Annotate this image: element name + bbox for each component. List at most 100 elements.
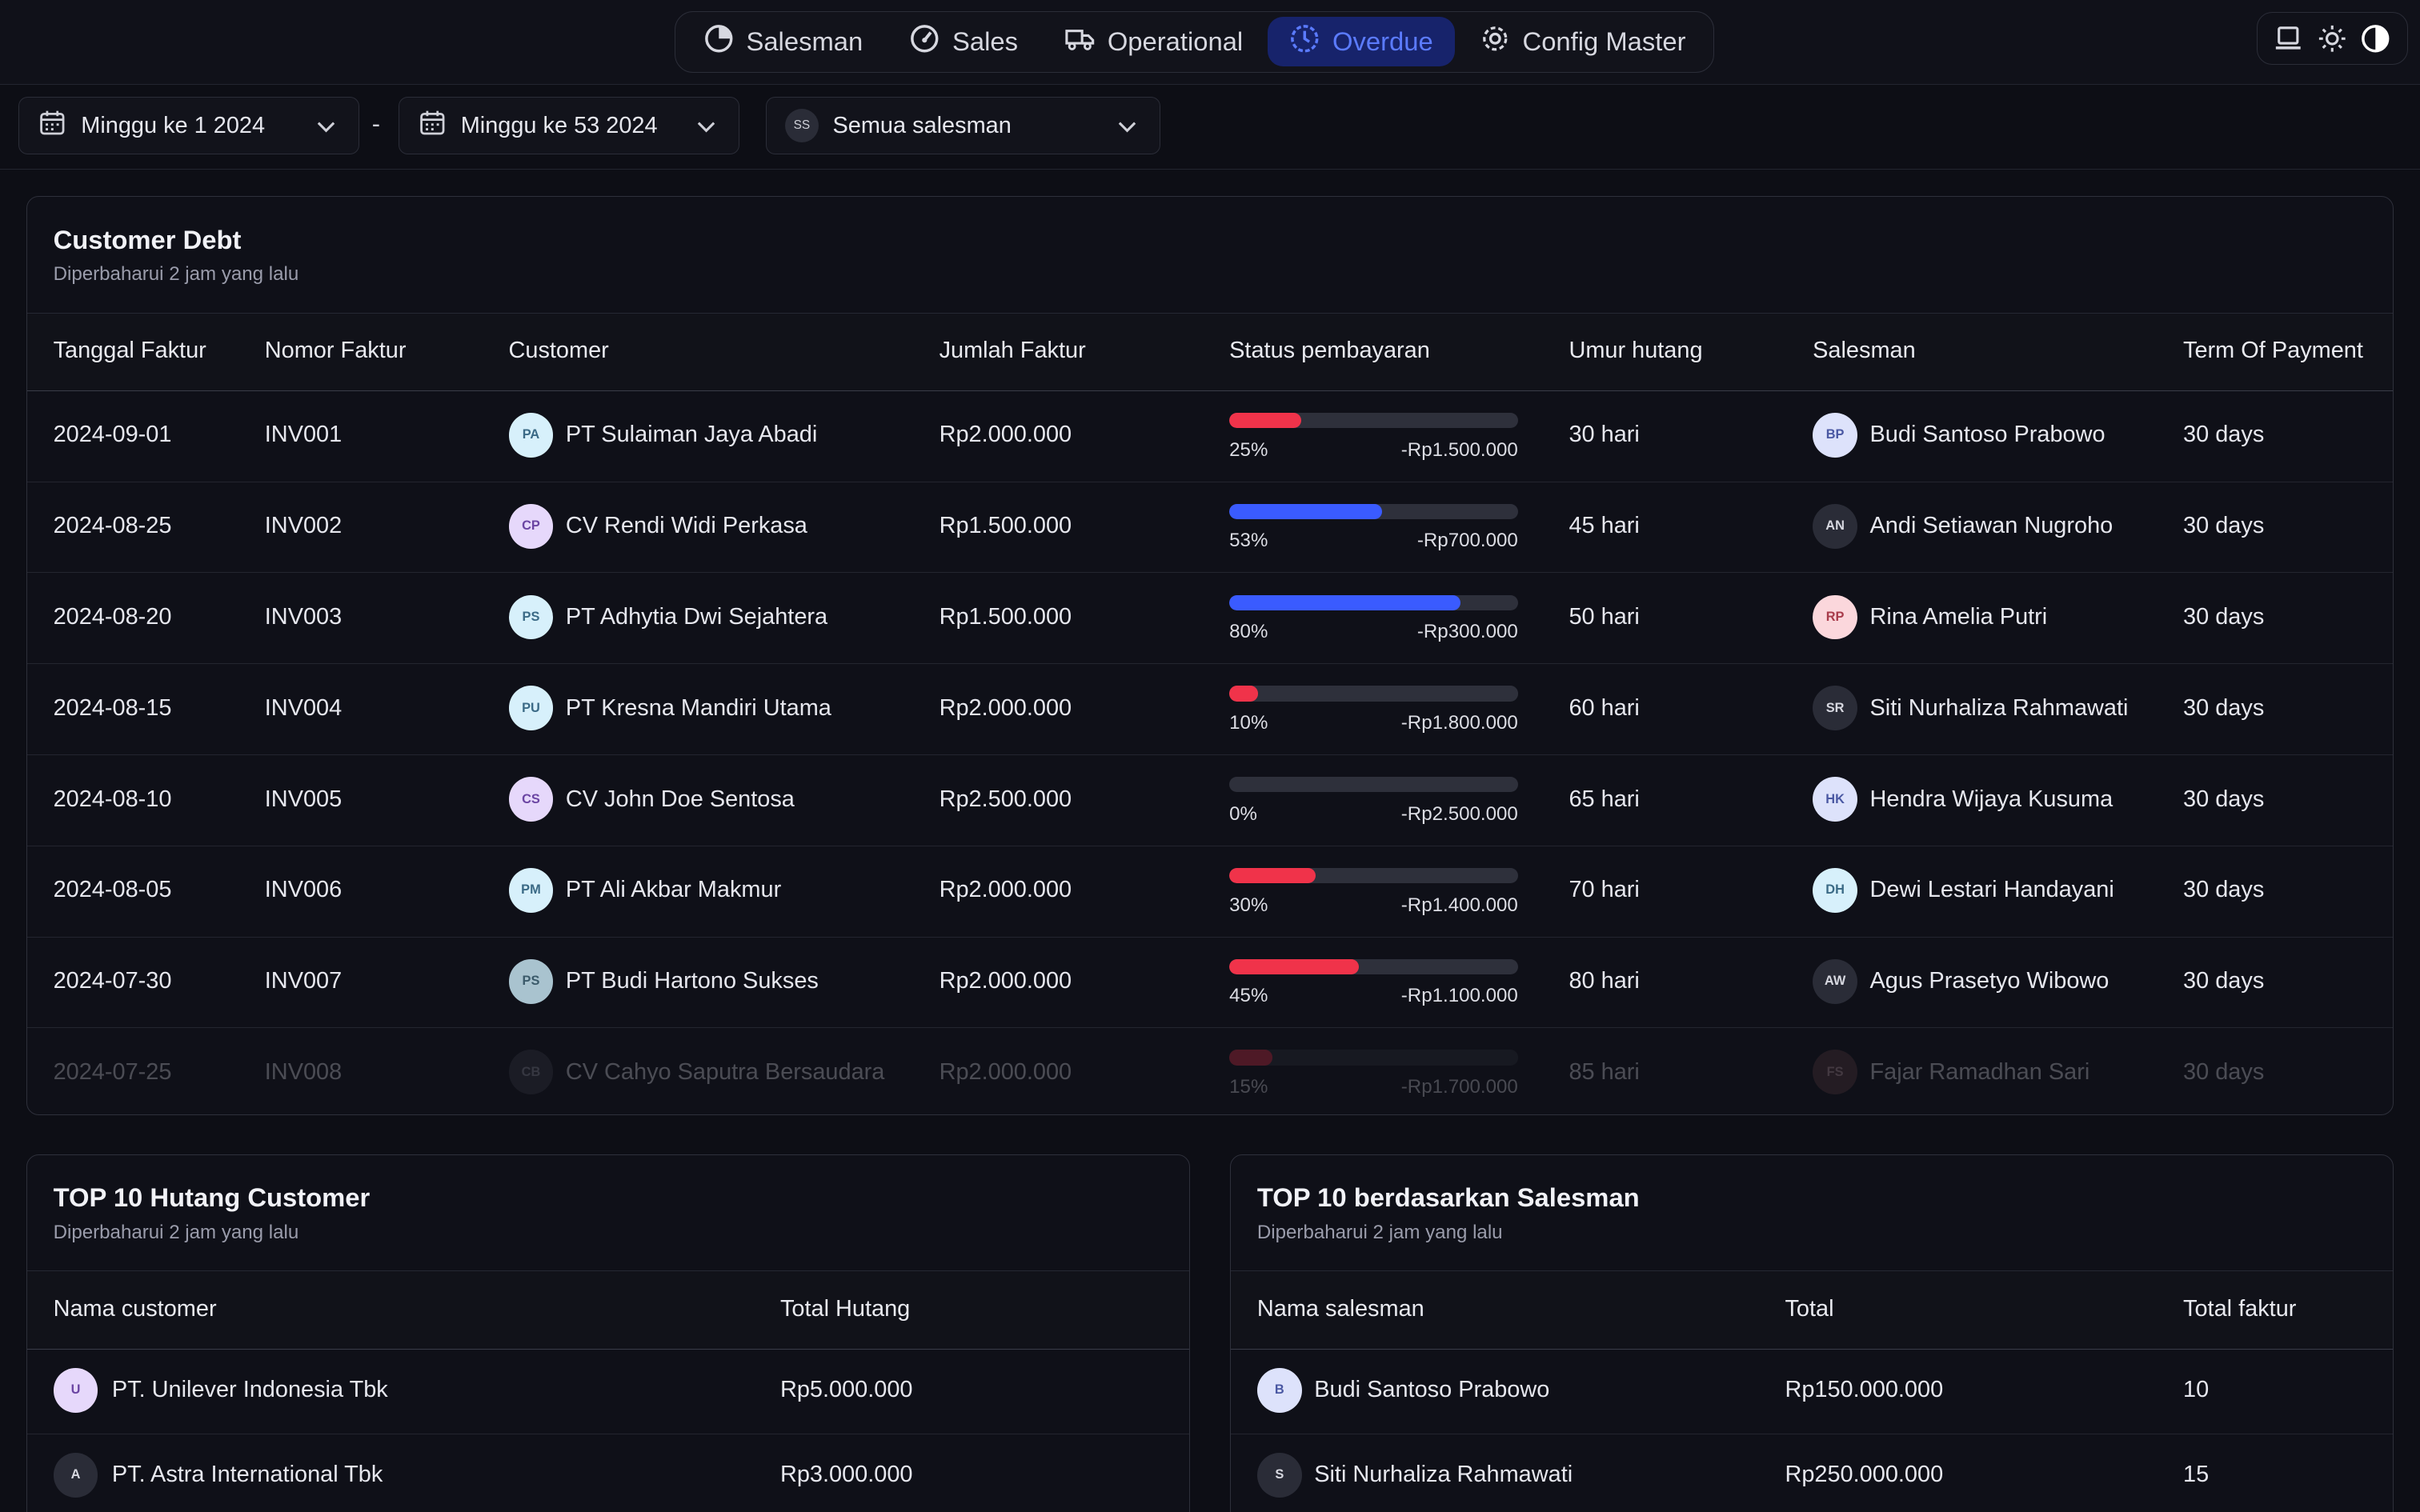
payment-progress-bar — [1229, 958, 1518, 974]
table-header: Nama customer Total Hutang — [26, 1270, 1189, 1350]
payment-term: 30 days — [2183, 786, 2265, 812]
customer-name[interactable]: PT Sulaiman Jaya Abadi — [565, 422, 818, 448]
chevron-down-icon — [695, 115, 717, 143]
nav-overdue[interactable]: Overdue — [1268, 17, 1455, 66]
salesman-name[interactable]: Agus Prasetyo Wibowo — [1869, 968, 2109, 994]
invoice-amount: Rp2.500.000 — [939, 786, 1072, 812]
remaining-amount: -Rp700.000 — [1416, 530, 1518, 552]
customer-name[interactable]: PT Kresna Mandiri Utama — [565, 694, 831, 721]
customer-name[interactable]: PT. Unilever Indonesia Tbk — [111, 1377, 388, 1403]
payment-progress-bar — [1229, 1050, 1518, 1066]
customer-avatar: PU — [508, 686, 554, 731]
table-row[interactable]: 2024-08-15 INV004 PU PT Kresna Mandiri Utam… — [26, 664, 2394, 756]
table-header: Tanggal Faktur Nomor Faktur Customer Jum… — [26, 312, 2394, 391]
table-row[interactable]: 2024-09-01 INV001 PA PT Sulaiman Jaya Abadi… — [26, 391, 2394, 482]
table-row[interactable]: 2024-08-25 INV002 CP CV Rendi Widi Perkasa R… — [26, 482, 2394, 574]
salesman-name[interactable]: Siti Nurhaliza Rahmawati — [1869, 694, 2129, 721]
table-row[interactable]: 2024-07-30 INV007 PS PT Budi Hartono Sukses… — [26, 938, 2394, 1029]
customer-avatar: CS — [508, 777, 554, 822]
customer-name[interactable]: PT. Astra International Tbk — [111, 1462, 383, 1488]
salesman-name[interactable]: Fajar Ramadhan Sari — [1869, 1058, 2090, 1085]
nav-sales[interactable]: Sales — [887, 17, 1040, 66]
customer-avatar: CB — [508, 1050, 554, 1095]
invoice-number: INV002 — [264, 513, 343, 539]
card-updated: Diperbaharui 2 jam yang lalu — [1256, 1221, 1503, 1243]
invoice-amount: Rp1.500.000 — [939, 513, 1072, 539]
salesman-name[interactable]: Rina Amelia Putri — [1869, 604, 2048, 630]
table-row[interactable]: B Budi Santoso Prabowo Rp150.000.000 10 — [1231, 1350, 2394, 1434]
invoice-date: 2024-09-01 — [53, 422, 172, 448]
top-salesman-card: TOP 10 berdasarkan Salesman Diperbaharui… — [1230, 1154, 2394, 1512]
nav-salesman[interactable]: Salesman — [682, 17, 885, 66]
salesman-name[interactable]: Hendra Wijaya Kusuma — [1869, 786, 2113, 812]
nav-operational[interactable]: Operational — [1043, 17, 1264, 66]
card-updated: Diperbaharui 2 jam yang lalu — [53, 262, 299, 285]
customer-avatar: PM — [508, 867, 554, 913]
nav-config-master-label: Config Master — [1522, 26, 1686, 57]
col-header[interactable]: Nama salesman — [1256, 1296, 1424, 1322]
col-header[interactable]: Salesman — [1813, 338, 1916, 364]
customer-name[interactable]: CV Rendi Widi Perkasa — [565, 513, 807, 539]
main-nav: Salesman Sales Operational Overdue Confi… — [674, 10, 1715, 73]
customer-name[interactable]: CV John Doe Sentosa — [565, 786, 795, 812]
salesman-name[interactable]: Budi Santoso Prabowo — [1314, 1377, 1550, 1403]
payment-progress-fill — [1229, 1050, 1273, 1066]
remaining-amount: -Rp1.700.000 — [1400, 1076, 1518, 1098]
table-row[interactable]: U PT. Unilever Indonesia Tbk Rp5.000.000 — [26, 1350, 1189, 1434]
invoice-number: INV004 — [264, 694, 343, 721]
contrast-icon[interactable] — [2360, 23, 2391, 54]
gear-icon — [1480, 23, 1511, 61]
pie-chart-icon — [703, 23, 735, 61]
payment-progress-fill — [1229, 594, 1460, 610]
table-row[interactable]: 2024-08-20 INV003 PS PT Adhytia Dwi Sejahte… — [26, 574, 2394, 665]
week-start-select[interactable]: Minggu ke 1 2024 — [18, 97, 360, 154]
payment-progress-fill — [1229, 686, 1259, 702]
filter-bar: Minggu ke 1 2024 - Minggu ke 53 2024 SS … — [0, 85, 2420, 170]
table-row[interactable]: S Siti Nurhaliza Rahmawati Rp250.000.000 15 — [1231, 1434, 2393, 1512]
col-header[interactable]: Umur hutang — [1569, 338, 1703, 364]
payment-progress-fill — [1229, 412, 1302, 429]
table-row[interactable]: A PT. Astra International Tbk Rp3.000.000 — [27, 1434, 1189, 1512]
salesman-select[interactable]: SS Semua salesman — [765, 97, 1161, 154]
card-title: TOP 10 Hutang Customer — [53, 1182, 371, 1213]
col-header[interactable]: Tanggal Faktur — [53, 338, 206, 364]
salesman-name[interactable]: Siti Nurhaliza Rahmawati — [1314, 1462, 1573, 1488]
col-header[interactable]: Jumlah Faktur — [939, 338, 1086, 364]
customer-total-debt: Rp3.000.000 — [779, 1462, 913, 1488]
sun-icon[interactable] — [2317, 23, 2348, 54]
customer-name[interactable]: PT Adhytia Dwi Sejahtera — [565, 604, 828, 630]
remaining-amount: -Rp1.100.000 — [1400, 985, 1518, 1007]
payment-progress-bar — [1229, 777, 1518, 793]
nav-config-master[interactable]: Config Master — [1458, 17, 1708, 66]
col-header[interactable]: Customer — [508, 338, 609, 364]
col-header[interactable]: Total Hutang — [779, 1296, 911, 1322]
customer-name[interactable]: PT Ali Akbar Makmur — [565, 877, 782, 903]
table-row[interactable]: 2024-08-05 INV006 PM PT Ali Akbar Makmur Rp2… — [26, 846, 2394, 938]
table-row[interactable]: 2024-08-10 INV005 CS CV John Doe Sentosa Rp2… — [26, 755, 2394, 846]
laptop-icon[interactable] — [2273, 23, 2304, 54]
col-header[interactable]: Term Of Payment — [2183, 338, 2363, 364]
col-header[interactable]: Nomor Faktur — [264, 338, 407, 364]
calendar-icon — [418, 108, 447, 144]
payment-progress-fill — [1229, 958, 1360, 974]
col-header[interactable]: Nama customer — [53, 1296, 217, 1322]
col-header[interactable]: Total faktur — [2183, 1296, 2297, 1322]
invoice-number: INV003 — [264, 604, 343, 630]
customer-name[interactable]: PT Budi Hartono Sukses — [565, 968, 819, 994]
col-header[interactable]: Status pembayaran — [1229, 338, 1430, 364]
debt-age: 70 hari — [1569, 877, 1640, 903]
week-end-select[interactable]: Minggu ke 53 2024 — [398, 97, 739, 154]
col-header[interactable]: Total — [1785, 1296, 1834, 1322]
salesman-name[interactable]: Andi Setiawan Nugroho — [1869, 513, 2113, 539]
customer-name[interactable]: CV Cahyo Saputra Bersaudara — [565, 1058, 885, 1085]
payment-term: 30 days — [2183, 968, 2265, 994]
payment-term: 30 days — [2183, 694, 2265, 721]
table-row[interactable]: 2024-07-25 INV008 CB CV Cahyo Saputra Bersa… — [27, 1028, 2393, 1114]
salesman-total: Rp250.000.000 — [1785, 1462, 1944, 1488]
top-bar: Salesman Sales Operational Overdue Confi… — [0, 0, 2420, 86]
salesman-name[interactable]: Dewi Lestari Handayani — [1869, 877, 2114, 903]
payment-progress-bar — [1229, 503, 1518, 519]
remaining-amount: -Rp1.500.000 — [1400, 438, 1518, 461]
payment-progress-bar — [1229, 686, 1518, 702]
salesman-name[interactable]: Budi Santoso Prabowo — [1869, 422, 2105, 448]
